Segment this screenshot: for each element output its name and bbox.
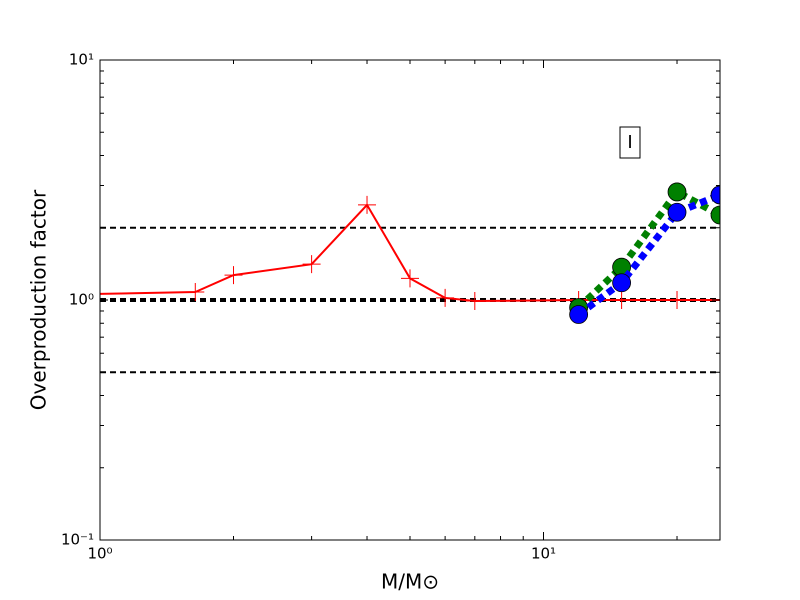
series-line [576,187,720,311]
annotation-box [619,126,641,159]
point-marker [612,291,631,309]
point-marker [186,282,205,301]
y-axis-label: Overproduction factor [27,189,51,410]
point-marker [302,255,321,274]
y-tick-label: 10¹ [69,51,94,69]
y-tick-label: 10⁰ [69,291,94,309]
plot-area [100,182,720,374]
point-marker [465,292,484,311]
x-tick-label: 10⁰ [87,545,112,563]
point-marker [401,269,419,288]
point-marker [710,185,720,205]
y-tick-label: 10⁻¹ [61,531,94,549]
point-marker [667,182,687,202]
point-marker [612,273,632,293]
point-marker [436,288,455,307]
x-tick-label: 10¹ [531,545,556,563]
point-marker [569,305,589,324]
point-marker [358,195,377,214]
series-line [100,203,720,303]
point-marker [710,205,720,225]
x-axis-label: M/M⊙ [381,570,439,594]
point-marker [668,291,687,309]
point-marker [667,202,687,222]
annotation: I [627,132,632,153]
series-line [576,191,720,318]
point-marker [100,284,109,303]
point-marker [224,266,243,285]
